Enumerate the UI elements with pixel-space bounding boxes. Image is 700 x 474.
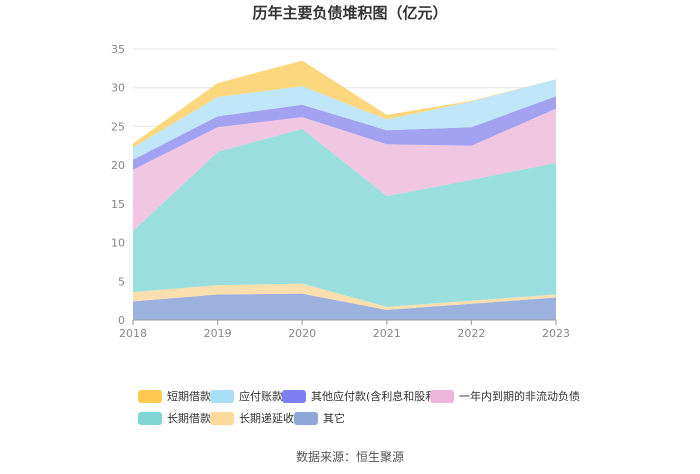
- x-tick-label: 2021: [373, 327, 401, 340]
- legend-label: 长期借款: [167, 412, 211, 425]
- data-source: 数据来源：恒生聚源: [295, 450, 404, 464]
- area-长期递延收益: [133, 283, 556, 310]
- legend-swatch: [138, 411, 162, 425]
- x-tick-label: 2022: [457, 327, 485, 340]
- x-tick-label: 2020: [288, 327, 316, 340]
- y-tick-label: 15: [111, 198, 125, 211]
- legend-swatch: [294, 411, 318, 425]
- legend-swatch: [430, 389, 454, 403]
- legend-label: 短期借款: [167, 390, 211, 403]
- y-tick-label: 35: [111, 43, 125, 56]
- legend-label: 其他应付款(含利息和股利): [311, 390, 441, 403]
- area-一年内到期的非流动负债: [133, 108, 556, 231]
- legend-item-current-noncurrent-liabilities[interactable]: 一年内到期的非流动负债: [430, 388, 580, 404]
- y-tick-label: 10: [111, 237, 125, 250]
- legend-label: 应付账款: [239, 390, 283, 403]
- area-应付账款: [133, 79, 556, 160]
- area-其他应付款(含利息和股利): [133, 96, 556, 170]
- y-tick-label: 0: [118, 314, 125, 327]
- legend-label: 一年内到期的非流动负债: [459, 390, 580, 403]
- chart-title: 历年主要负债堆积图（亿元）: [252, 4, 448, 22]
- legend-item-others[interactable]: 其它: [294, 410, 345, 426]
- y-tick-label: 30: [111, 82, 125, 95]
- y-tick-label: 25: [111, 120, 125, 133]
- area-其它: [133, 293, 556, 320]
- area-长期借款: [133, 128, 556, 307]
- x-tick-label: 2019: [204, 327, 232, 340]
- y-tick-label: 20: [111, 159, 125, 172]
- legend-item-short-term-loans[interactable]: 短期借款: [138, 388, 211, 404]
- legend-swatch: [282, 389, 306, 403]
- legend-label: 长期递延收益: [239, 412, 305, 425]
- area-短期借款: [133, 60, 556, 148]
- legend-swatch: [210, 411, 234, 425]
- legend-label: 其它: [323, 412, 345, 425]
- x-tick-label: 2018: [119, 327, 147, 340]
- legend-item-accounts-payable[interactable]: 应付账款: [210, 388, 283, 404]
- legend-item-other-payables[interactable]: 其他应付款(含利息和股利): [282, 388, 441, 404]
- y-tick-label: 5: [118, 275, 125, 288]
- legend-swatch: [210, 389, 234, 403]
- legend-swatch: [138, 389, 162, 403]
- x-tick-label: 2023: [542, 327, 570, 340]
- legend-item-deferred-income[interactable]: 长期递延收益: [210, 410, 305, 426]
- legend-item-long-term-loans[interactable]: 长期借款: [138, 410, 211, 426]
